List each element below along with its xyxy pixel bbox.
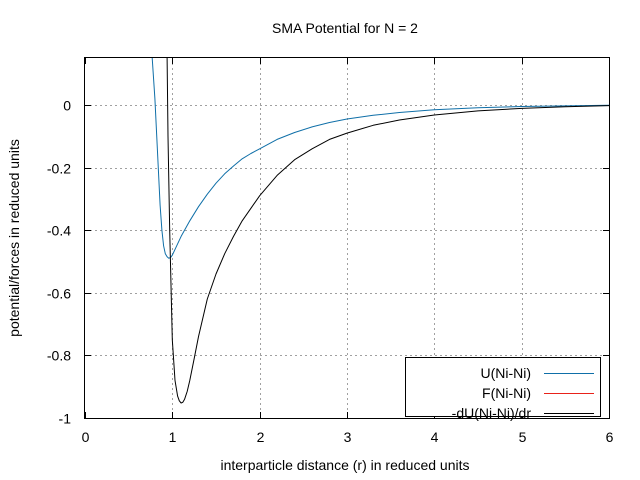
chart-title: SMA Potential for N = 2 <box>272 20 418 36</box>
legend-label: F(Ni-Ni) <box>482 385 531 401</box>
legend: U(Ni-Ni) F(Ni-Ni) -dU(Ni-Ni)/dr <box>405 357 601 421</box>
x-tick-label: 0 <box>82 429 90 445</box>
y-tick-label: -1 <box>59 411 72 427</box>
x-tick-label: 6 <box>606 429 614 445</box>
plot-frame <box>84 57 610 419</box>
legend-label: U(Ni-Ni) <box>480 365 531 381</box>
grid <box>85 58 609 418</box>
x-axis-label: interparticle distance (r) in reduced un… <box>220 457 469 473</box>
x-tick-label: 5 <box>519 429 527 445</box>
y-axis: 0 -0.2 -0.4 -0.6 -0.8 -1 <box>47 98 609 427</box>
plot-lines <box>151 57 610 404</box>
y-tick-label: -0.2 <box>47 161 71 177</box>
y-tick-label: -0.6 <box>47 286 71 302</box>
x-tick-label: 3 <box>344 429 352 445</box>
x-tick-label: 1 <box>169 429 177 445</box>
legend-label: -dU(Ni-Ni)/dr <box>452 405 532 421</box>
legend-box <box>405 357 601 417</box>
y-axis-label: potential/forces in reduced units <box>6 139 22 337</box>
y-tick-label: -0.8 <box>47 348 71 364</box>
series-line-du-ni-ni-dr <box>166 57 610 404</box>
y-tick-label: 0 <box>63 98 71 114</box>
x-tick-label: 4 <box>431 429 439 445</box>
y-tick-label: -0.4 <box>47 223 71 239</box>
x-tick-label: 2 <box>257 429 265 445</box>
series-line-u-ni-ni <box>151 57 610 259</box>
